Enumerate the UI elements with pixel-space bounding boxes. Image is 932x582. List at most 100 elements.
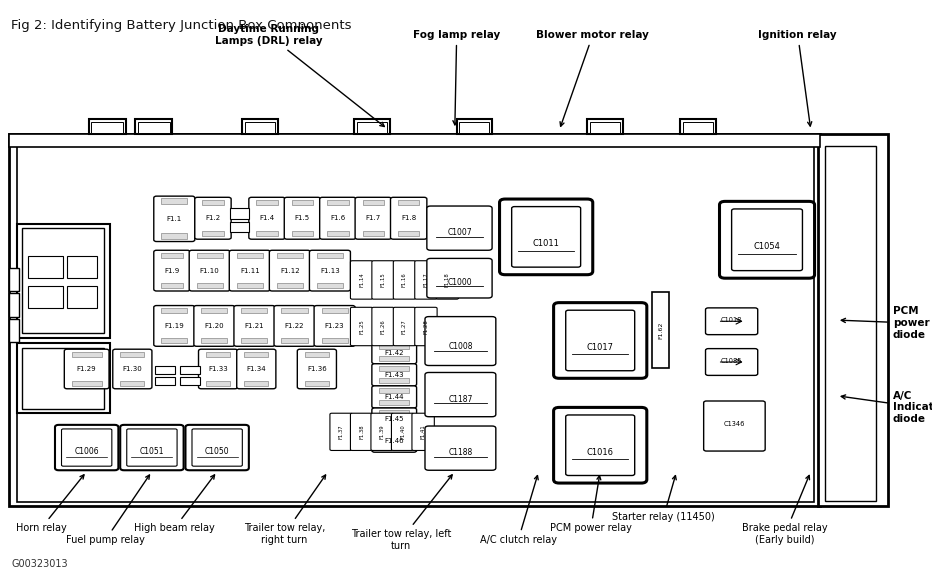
Bar <box>201 308 227 313</box>
Text: High beam relay: High beam relay <box>134 475 214 534</box>
Text: G00323013: G00323013 <box>11 559 68 569</box>
Bar <box>89 119 126 134</box>
FancyBboxPatch shape <box>194 306 235 346</box>
Text: F1.39: F1.39 <box>379 424 385 439</box>
Bar <box>161 198 187 204</box>
Text: Fig 2: Identifying Battery Junction Box Components: Fig 2: Identifying Battery Junction Box … <box>11 19 351 31</box>
Text: C1011: C1011 <box>533 239 559 249</box>
FancyBboxPatch shape <box>154 306 195 346</box>
FancyBboxPatch shape <box>309 250 350 291</box>
Bar <box>138 122 170 133</box>
FancyBboxPatch shape <box>415 261 437 299</box>
Text: F1.18: F1.18 <box>445 272 450 288</box>
Bar <box>305 352 329 357</box>
Bar <box>398 200 419 205</box>
FancyBboxPatch shape <box>393 307 416 346</box>
Bar <box>652 292 669 368</box>
Bar <box>180 366 200 374</box>
FancyBboxPatch shape <box>113 349 152 389</box>
Text: F1.43: F1.43 <box>384 372 404 378</box>
Text: F1.5: F1.5 <box>295 215 310 221</box>
Bar <box>67 286 97 308</box>
Text: F1.21: F1.21 <box>244 323 265 329</box>
FancyBboxPatch shape <box>566 415 635 475</box>
Text: F1.20: F1.20 <box>204 323 225 329</box>
Bar <box>292 200 313 205</box>
Text: F1.4: F1.4 <box>259 215 275 221</box>
Text: F1.10: F1.10 <box>199 268 220 274</box>
FancyBboxPatch shape <box>704 401 765 451</box>
Text: C1188: C1188 <box>448 448 473 457</box>
Text: F1.29: F1.29 <box>76 366 97 372</box>
Bar <box>379 378 409 383</box>
FancyBboxPatch shape <box>512 207 581 267</box>
Text: F1.41: F1.41 <box>420 424 426 439</box>
Text: PCM power relay: PCM power relay <box>550 475 632 534</box>
Text: Starter relay (11450): Starter relay (11450) <box>612 475 715 522</box>
Bar <box>17 140 814 502</box>
Bar <box>244 381 268 386</box>
Text: F1.23: F1.23 <box>324 323 345 329</box>
Text: Fuel pump relay: Fuel pump relay <box>66 475 149 545</box>
Text: F1.30: F1.30 <box>122 366 143 372</box>
Bar <box>680 119 716 134</box>
Text: Daytime Running
Lamps (DRL) relay: Daytime Running Lamps (DRL) relay <box>214 24 384 126</box>
Bar <box>277 253 303 258</box>
Bar <box>379 432 409 438</box>
Bar <box>237 283 263 288</box>
FancyBboxPatch shape <box>554 303 647 378</box>
Text: F1.62: F1.62 <box>658 321 664 339</box>
Bar <box>161 253 183 258</box>
Bar <box>825 146 876 501</box>
Text: Fog lamp relay: Fog lamp relay <box>413 30 500 125</box>
Bar <box>28 286 63 308</box>
FancyBboxPatch shape <box>720 201 815 278</box>
Text: F1.1: F1.1 <box>167 216 182 222</box>
FancyBboxPatch shape <box>120 425 184 470</box>
FancyBboxPatch shape <box>249 197 285 239</box>
Bar <box>230 208 249 219</box>
Text: Trailer tow relay,
right turn: Trailer tow relay, right turn <box>243 475 325 545</box>
Bar <box>135 119 172 134</box>
Bar <box>379 400 409 405</box>
Bar <box>379 410 409 416</box>
FancyBboxPatch shape <box>154 196 195 242</box>
FancyBboxPatch shape <box>427 258 492 298</box>
Text: C1054: C1054 <box>754 242 780 251</box>
Bar <box>327 231 349 236</box>
FancyBboxPatch shape <box>566 310 635 371</box>
Bar <box>201 338 227 343</box>
Text: C1346: C1346 <box>724 421 745 427</box>
Bar <box>244 352 268 357</box>
Text: A/C
Indicator
diode: A/C Indicator diode <box>842 391 932 424</box>
Bar <box>237 253 263 258</box>
Bar <box>357 122 387 133</box>
Text: F1.34: F1.34 <box>246 366 267 372</box>
FancyBboxPatch shape <box>372 408 417 430</box>
Text: Brake pedal relay
(Early build): Brake pedal relay (Early build) <box>742 475 828 545</box>
Bar <box>281 338 308 343</box>
Bar <box>206 352 230 357</box>
Text: F1.45: F1.45 <box>385 416 404 422</box>
Text: F1.13: F1.13 <box>320 268 340 274</box>
Text: F1.22: F1.22 <box>285 323 304 329</box>
Bar <box>72 381 102 386</box>
Bar <box>379 388 409 393</box>
Text: F1.16: F1.16 <box>402 272 407 288</box>
Bar <box>256 200 278 205</box>
Bar <box>317 253 343 258</box>
Bar <box>9 268 19 291</box>
Bar <box>818 134 888 506</box>
Bar <box>322 338 348 343</box>
FancyBboxPatch shape <box>732 209 802 271</box>
Bar <box>354 119 390 134</box>
Bar <box>292 231 313 236</box>
Text: F1.15: F1.15 <box>380 272 386 288</box>
Text: Horn relay: Horn relay <box>16 475 84 534</box>
Bar <box>322 308 348 313</box>
FancyBboxPatch shape <box>297 349 336 389</box>
Bar <box>17 224 110 338</box>
Text: C1018: C1018 <box>721 317 742 323</box>
Bar <box>241 308 267 313</box>
FancyBboxPatch shape <box>393 261 416 299</box>
